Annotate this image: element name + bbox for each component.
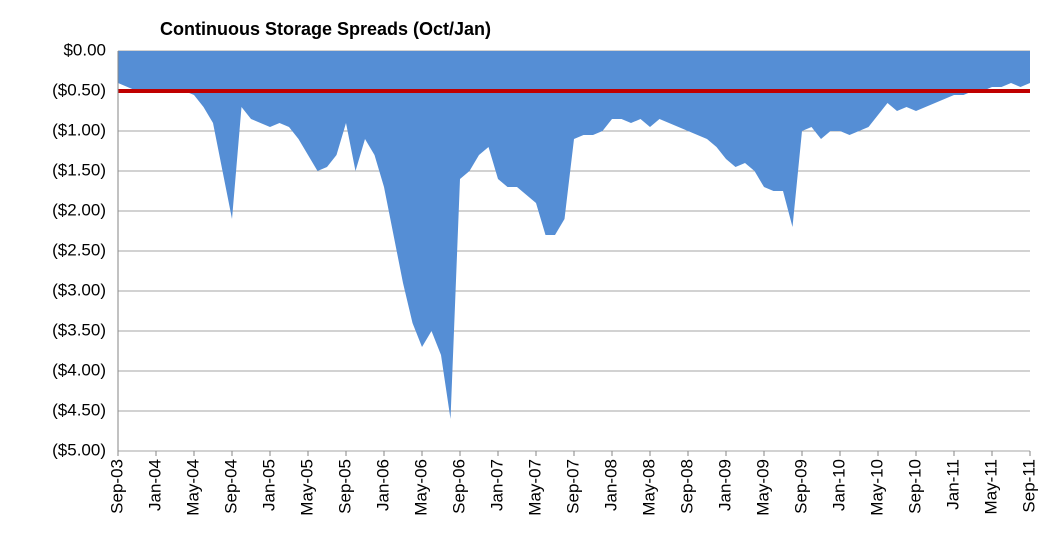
x-tick-label: May-08 (639, 459, 658, 516)
x-tick-label: May-05 (297, 459, 316, 516)
x-tick-label: Jan-10 (829, 459, 848, 511)
x-tick-label: Sep-07 (563, 459, 582, 514)
x-tick-label: Jan-11 (943, 459, 962, 510)
y-tick-label: ($1.00) (52, 120, 106, 139)
x-tick-label: May-09 (753, 459, 772, 516)
x-tick-label: Sep-03 (107, 459, 126, 514)
x-tick-label: Sep-09 (791, 459, 810, 514)
x-tick-label: May-11 (981, 459, 1000, 514)
y-tick-label: ($3.00) (52, 280, 106, 299)
y-tick-label: ($3.50) (52, 320, 106, 339)
x-tick-label: Jan-09 (715, 459, 734, 511)
x-tick-label: May-10 (867, 459, 886, 516)
y-tick-label: ($2.00) (52, 200, 106, 219)
y-tick-label: ($5.00) (52, 440, 106, 459)
x-tick-label: May-06 (411, 459, 430, 516)
y-tick-label: ($0.50) (52, 80, 106, 99)
y-tick-label: ($4.50) (52, 400, 106, 419)
area (118, 51, 1030, 419)
y-tick-label: $0.00 (63, 40, 106, 59)
x-tick-label: May-07 (525, 459, 544, 516)
chart-title: Continuous Storage Spreads (Oct/Jan) (160, 19, 491, 39)
x-tick-label: Sep-05 (335, 459, 354, 514)
x-tick-label: Sep-06 (449, 459, 468, 514)
x-tick-label: Jan-04 (145, 459, 164, 511)
x-tick-label: Jan-05 (259, 459, 278, 511)
y-tick-label: ($1.50) (52, 160, 106, 179)
y-tick-label: ($2.50) (52, 240, 106, 259)
x-tick-label: Sep-10 (905, 459, 924, 514)
x-tick-label: Jan-07 (487, 459, 506, 511)
x-tick-label: Jan-08 (601, 459, 620, 511)
x-tick-label: Sep-11 (1019, 459, 1038, 513)
x-tick-label: Jan-06 (373, 459, 392, 511)
x-tick-label: May-04 (183, 459, 202, 516)
y-tick-label: ($4.00) (52, 360, 106, 379)
x-tick-label: Sep-04 (221, 459, 240, 514)
x-tick-label: Sep-08 (677, 459, 696, 514)
